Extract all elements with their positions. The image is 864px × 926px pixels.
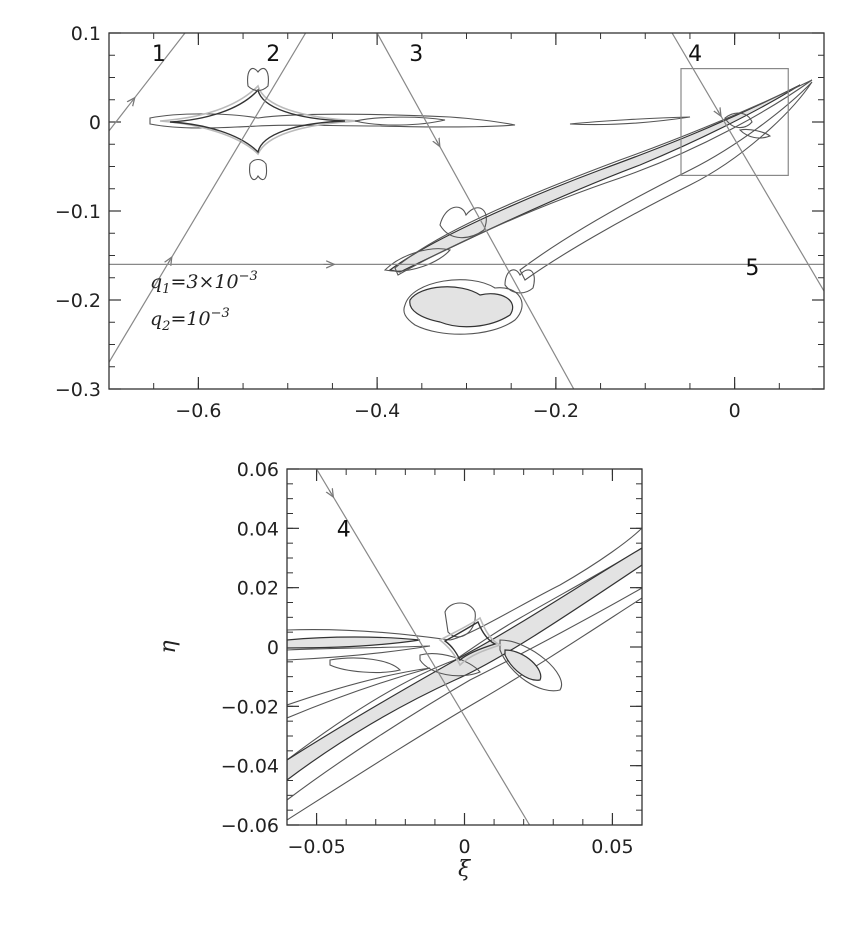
x-tick-label: −0.2 — [533, 400, 579, 422]
top-axis-ticks — [108, 32, 825, 390]
q2-annotation: q2=10−3 — [150, 306, 230, 334]
x-tick-label: −0.05 — [287, 836, 345, 858]
y-axis-title: η — [156, 640, 181, 653]
x-tick-label: 0.05 — [591, 836, 633, 858]
trajectory-arrow-4 — [329, 490, 331, 494]
trajectory-label-4: 4 — [337, 517, 351, 542]
bottom-plot-frame — [286, 468, 643, 826]
top-panel: −0.6 −0.4 −0.2 0 0.1 0 −0.1 −0.2 −0.3 — [55, 23, 825, 422]
y-tick-label: −0.04 — [221, 756, 279, 778]
top-plot-area — [109, 33, 824, 389]
zoom-box — [680, 67, 789, 177]
trajectory-4 — [671, 33, 824, 292]
top-axis-tick-labels: −0.6 −0.4 −0.2 0 0.1 0 −0.1 −0.2 −0.3 — [55, 23, 741, 422]
y-tick-label: 0.1 — [71, 23, 101, 45]
x-tick-label: −0.4 — [354, 400, 400, 422]
trajectory-3 — [376, 33, 575, 389]
trajectory-label-5: 5 — [745, 256, 759, 281]
x-tick-label: 0 — [729, 400, 741, 422]
trajectory-arrow-3 — [436, 140, 438, 144]
y-tick-label: −0.06 — [221, 815, 279, 837]
right-caustic-cluster — [383, 79, 813, 335]
bottom-panel: −0.05 0 0.05 0.06 0.04 0.02 0 −0.02 −0.04 −0.06 4 — [156, 459, 643, 882]
trajectory-arrow-4 — [718, 110, 720, 113]
x-axis-title: ξ — [458, 857, 472, 882]
trajectory-4 — [316, 469, 531, 825]
y-tick-label: −0.02 — [221, 696, 279, 718]
y-tick-label: −0.1 — [55, 201, 101, 223]
bottom-trajectories — [316, 469, 531, 825]
y-tick-label: 0.06 — [237, 459, 279, 481]
left-caustic-cluster — [149, 68, 516, 181]
y-tick-label: 0.02 — [237, 578, 279, 600]
top-trajectory-labels: 1 2 3 4 5 — [152, 42, 759, 281]
top-plot-frame — [108, 32, 825, 390]
trajectory-label-1: 1 — [152, 42, 166, 67]
bottom-axis-tick-labels: −0.05 0 0.05 0.06 0.04 0.02 0 −0.02 −0.04 −0.06 — [221, 459, 634, 858]
y-tick-label: −0.3 — [55, 379, 101, 401]
zoomed-caustic-structure — [287, 527, 642, 821]
y-tick-label: 0 — [267, 637, 279, 659]
trajectory-1 — [109, 33, 186, 132]
x-tick-label: −0.6 — [175, 400, 221, 422]
bottom-trajectory-labels: 4 — [337, 517, 351, 542]
y-tick-label: 0 — [89, 112, 101, 134]
top-trajectories — [109, 33, 824, 389]
q1-annotation: q1=3×10−3 — [150, 269, 258, 297]
y-tick-label: −0.2 — [55, 290, 101, 312]
trajectory-label-3: 3 — [409, 42, 423, 67]
trajectory-label-4: 4 — [688, 42, 702, 67]
x-tick-label: 0 — [458, 836, 470, 858]
y-tick-label: 0.04 — [237, 518, 279, 540]
bottom-axis-ticks — [286, 468, 643, 826]
trajectory-label-2: 2 — [266, 42, 280, 67]
trajectory-2 — [109, 33, 307, 363]
trajectory-arrow-2 — [168, 260, 170, 263]
trajectory-arrow-1 — [132, 101, 133, 102]
